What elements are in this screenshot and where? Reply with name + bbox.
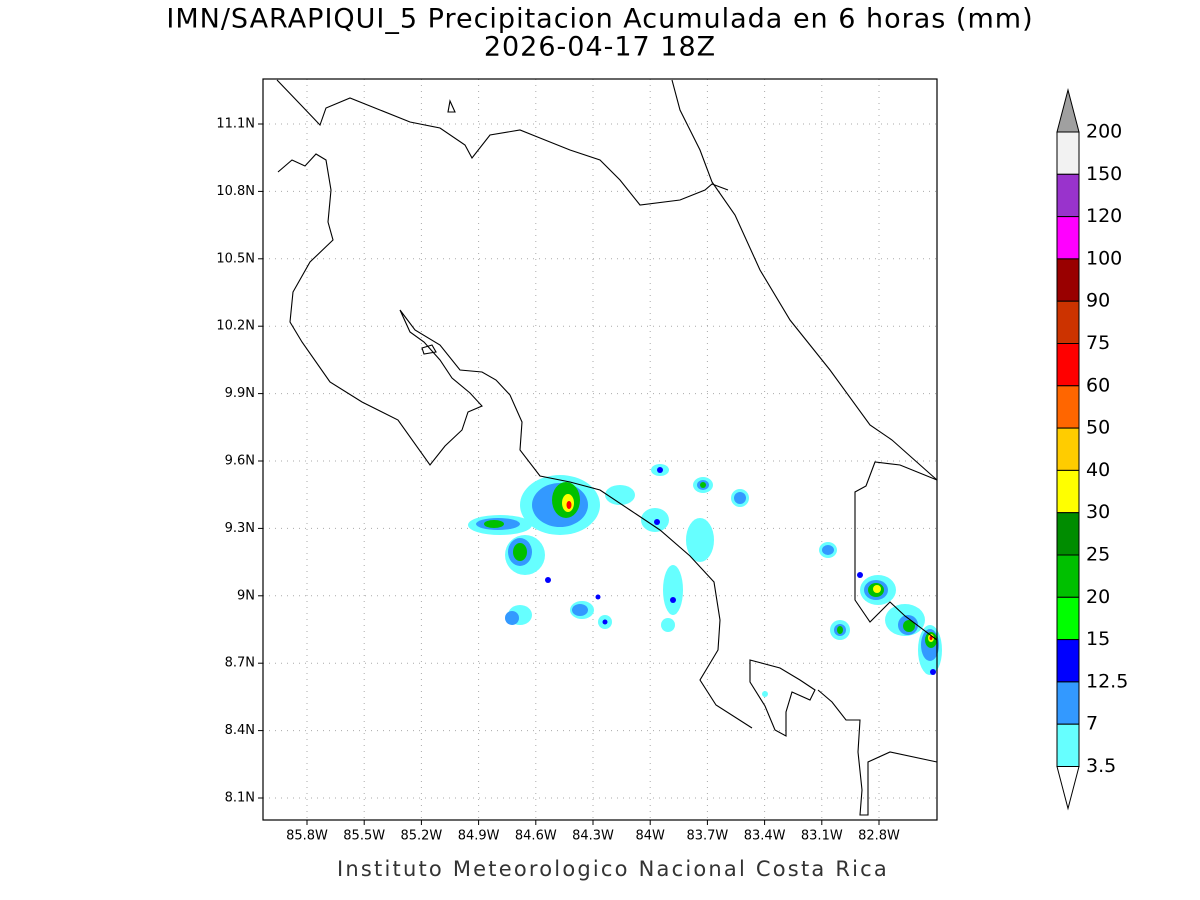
lon-label: 85.2W — [400, 829, 442, 844]
lat-label: 11.1N — [216, 117, 255, 132]
legend-swatch — [1056, 173, 1080, 218]
lat-label: 8.1N — [225, 791, 255, 806]
lat-label: 9.3N — [225, 521, 255, 536]
legend-label: 150 — [1086, 163, 1122, 185]
lon-label: 84W — [635, 829, 665, 844]
lon-label: 84.3W — [572, 829, 614, 844]
legend-label: 75 — [1086, 332, 1110, 354]
legend-label: 90 — [1086, 290, 1110, 312]
legend-swatch — [1056, 512, 1080, 556]
legend-label: 200 — [1086, 121, 1122, 143]
legend-swatch — [1056, 681, 1080, 725]
color-legend: 200 150 120 100 90 75 60 50 40 30 25 20 15 12.5 7 3.5 — [1056, 88, 1128, 811]
legend-swatch — [1056, 596, 1080, 641]
legend-arrow — [1056, 766, 1080, 811]
lon-label: 85.5W — [343, 829, 385, 844]
lat-label: 8.4N — [225, 723, 255, 738]
legend-swatch — [1056, 343, 1080, 387]
legend-swatch — [1056, 216, 1080, 260]
legend-label: 3.5 — [1086, 755, 1116, 777]
legend-label: 100 — [1086, 247, 1122, 269]
lon-label: 83.4W — [744, 829, 786, 844]
lon-label: 84.9W — [458, 829, 500, 844]
legend-swatch — [1056, 723, 1080, 768]
lon-label: 85.8W — [286, 829, 328, 844]
subtitle: 2026-04-17 18Z — [484, 32, 716, 63]
lat-label: 10.8N — [216, 184, 255, 199]
legend-label: 60 — [1086, 374, 1110, 396]
legend-label: 120 — [1086, 205, 1122, 227]
lon-label: 83.7W — [686, 829, 728, 844]
legend-swatch — [1056, 131, 1080, 175]
axis-labels: 85.8W 85.5W 85.2W 84.9W 84.6W 84.3W 84W 83.7W 83… — [216, 117, 900, 844]
lat-label: 9N — [237, 588, 255, 603]
precipitation — [468, 464, 942, 697]
legend-swatch — [1056, 385, 1080, 429]
legend-label: 40 — [1086, 459, 1110, 481]
footer: Instituto Meteorologico Nacional Costa R… — [337, 857, 889, 881]
lon-label: 83.1W — [801, 829, 843, 844]
map-frame — [262, 78, 938, 821]
legend-label: 25 — [1086, 544, 1110, 566]
coastlines — [276, 79, 938, 816]
legend-label: 12.5 — [1086, 670, 1128, 692]
legend-swatch — [1056, 258, 1080, 302]
grid — [263, 79, 937, 820]
legend-swatch — [1056, 639, 1080, 683]
lat-label: 10.2N — [216, 319, 255, 334]
legend-label: 15 — [1086, 628, 1110, 650]
lon-label: 82.8W — [858, 829, 900, 844]
lat-label: 8.7N — [225, 656, 255, 671]
legend-arrow — [1056, 88, 1080, 133]
legend-label: 30 — [1086, 501, 1110, 523]
legend-swatch — [1056, 427, 1080, 471]
title: IMN/SARAPIQUI_5 Precipitacion Acumulada … — [166, 4, 1033, 35]
legend-label: 7 — [1086, 713, 1098, 735]
lat-label: 9.9N — [225, 386, 255, 401]
lon-label: 84.6W — [515, 829, 557, 844]
legend-label: 50 — [1086, 417, 1110, 439]
lat-label: 9.6N — [225, 454, 255, 469]
legend-swatch — [1056, 300, 1080, 345]
legend-swatch — [1056, 554, 1080, 598]
legend-swatch — [1056, 469, 1080, 514]
legend-label: 20 — [1086, 586, 1110, 608]
lat-label: 10.5N — [216, 251, 255, 266]
